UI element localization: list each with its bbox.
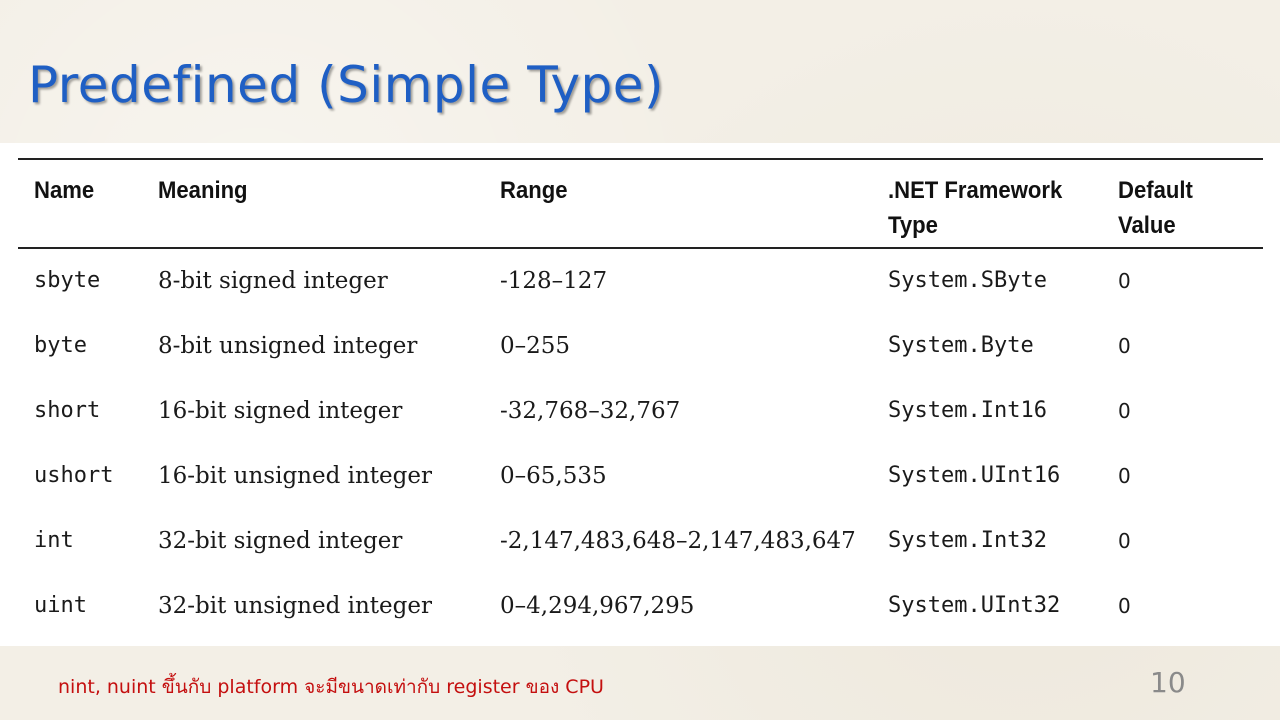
- header-range: Range: [500, 177, 568, 204]
- header-default-value: Default Value: [1118, 173, 1193, 243]
- cell-range: 0–65,535: [500, 463, 607, 489]
- cell-default: 0: [1118, 594, 1131, 618]
- cell-net-type: System.SByte: [888, 268, 1047, 293]
- cell-default: 0: [1118, 334, 1131, 358]
- types-table: Name Meaning Range .NET Framework Type D…: [0, 143, 1280, 646]
- table-row: int 32-bit signed integer -2,147,483,648…: [0, 526, 1280, 591]
- cell-name: ushort: [34, 463, 114, 488]
- table-row: sbyte 8-bit signed integer -128–127 Syst…: [0, 266, 1280, 331]
- cell-net-type: System.UInt32: [888, 593, 1061, 618]
- table-header-rule: [18, 247, 1263, 249]
- cell-range: -2,147,483,648–2,147,483,647: [500, 528, 856, 554]
- header-default-line2: Value: [1118, 212, 1176, 239]
- cell-name: short: [34, 398, 101, 423]
- cell-net-type: System.UInt16: [888, 463, 1061, 488]
- cell-name: int: [34, 528, 74, 553]
- cell-meaning: 8-bit unsigned integer: [158, 333, 418, 359]
- table-row: short 16-bit signed integer -32,768–32,7…: [0, 396, 1280, 461]
- cell-meaning: 16-bit signed integer: [158, 398, 403, 424]
- header-net-type: .NET Framework Type: [888, 173, 1062, 243]
- cell-range: -32,768–32,767: [500, 398, 681, 424]
- cell-default: 0: [1118, 269, 1131, 293]
- header-name: Name: [34, 177, 95, 204]
- table-row: ushort 16-bit unsigned integer 0–65,535 …: [0, 461, 1280, 526]
- header-net-type-line1: .NET Framework: [888, 177, 1063, 204]
- table-top-rule: [18, 158, 1263, 160]
- cell-default: 0: [1118, 529, 1131, 553]
- cell-net-type: System.Int16: [888, 398, 1047, 423]
- cell-name: uint: [34, 593, 87, 618]
- table-row: byte 8-bit unsigned integer 0–255 System…: [0, 331, 1280, 396]
- cell-default: 0: [1118, 464, 1131, 488]
- cell-default: 0: [1118, 399, 1131, 423]
- header-net-type-line2: Type: [888, 212, 938, 239]
- slide-title: Predefined (Simple Type): [28, 56, 665, 114]
- cell-net-type: System.Byte: [888, 333, 1034, 358]
- cell-name: sbyte: [34, 268, 101, 293]
- cell-range: -128–127: [500, 268, 608, 294]
- cell-range: 0–255: [500, 333, 571, 359]
- cell-meaning: 32-bit signed integer: [158, 528, 403, 554]
- cell-meaning: 16-bit unsigned integer: [158, 463, 432, 489]
- cell-name: byte: [34, 333, 87, 358]
- cell-range: 0–4,294,967,295: [500, 593, 695, 619]
- page-number: 10: [1150, 666, 1186, 699]
- table-row: uint 32-bit unsigned integer 0–4,294,967…: [0, 591, 1280, 656]
- cell-meaning: 32-bit unsigned integer: [158, 593, 432, 619]
- header-default-line1: Default: [1118, 177, 1193, 204]
- header-meaning: Meaning: [158, 177, 248, 204]
- cell-meaning: 8-bit signed integer: [158, 268, 388, 294]
- footnote: nint, nuint ขึ้นกับ platform จะมีขนาดเท่…: [58, 676, 604, 698]
- cell-net-type: System.Int32: [888, 528, 1047, 553]
